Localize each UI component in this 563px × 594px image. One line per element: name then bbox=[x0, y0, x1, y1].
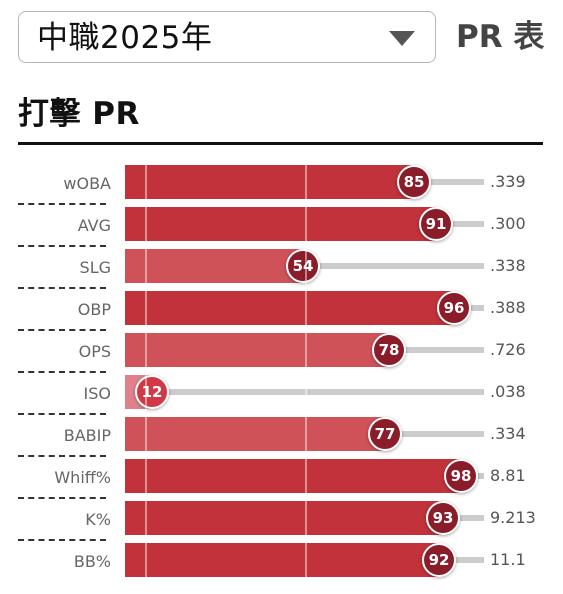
gridline bbox=[145, 163, 147, 578]
stat-value: 11.1 bbox=[490, 550, 526, 569]
pr-bar-fill bbox=[125, 501, 443, 535]
pr-badge: 92 bbox=[422, 543, 456, 577]
pr-bar-track: 12 bbox=[125, 375, 484, 409]
season-select-value: 中職2025年 bbox=[37, 20, 213, 56]
pr-bar-fill bbox=[125, 543, 439, 577]
pr-bar-track: 92 bbox=[125, 543, 484, 577]
pr-bar-fill bbox=[125, 417, 385, 451]
pr-bar-remainder bbox=[439, 557, 484, 563]
pr-bar-remainder bbox=[303, 263, 484, 269]
stat-row-ops: OPS 78 .726 bbox=[0, 331, 563, 373]
stat-value: .038 bbox=[490, 382, 526, 401]
top-bar: 中職2025年 PR 表 bbox=[0, 0, 563, 80]
stat-label: Whiff% bbox=[54, 468, 111, 487]
pr-badge: 96 bbox=[437, 291, 471, 325]
pr-bar-fill bbox=[125, 291, 454, 325]
stat-row-avg: AVG 91 .300 bbox=[0, 205, 563, 247]
pr-bar-fill bbox=[125, 333, 389, 367]
stat-label: BB% bbox=[73, 552, 111, 571]
stat-row-babip: BABIP 77 .334 bbox=[0, 415, 563, 457]
pr-badge: 54 bbox=[286, 249, 320, 283]
stat-value: .300 bbox=[490, 214, 526, 233]
stat-row-slg: SLG 54 .338 bbox=[0, 247, 563, 289]
stat-label: BABIP bbox=[63, 426, 111, 445]
stat-value: 8.81 bbox=[490, 466, 526, 485]
pr-badge: 12 bbox=[135, 375, 169, 409]
pr-bar-remainder bbox=[414, 179, 484, 185]
stat-value: .388 bbox=[490, 298, 526, 317]
pr-bar-remainder bbox=[436, 221, 484, 227]
section-divider bbox=[18, 142, 543, 145]
view-label: PR 表 bbox=[456, 19, 545, 55]
pr-bar-fill bbox=[125, 249, 303, 283]
pr-bar-fill bbox=[125, 207, 436, 241]
row-separator bbox=[18, 371, 106, 373]
pr-bar-remainder bbox=[152, 389, 484, 395]
row-separator bbox=[18, 203, 106, 205]
row-separator bbox=[18, 329, 106, 331]
season-select[interactable]: 中職2025年 bbox=[18, 11, 436, 63]
row-separator bbox=[18, 245, 106, 247]
pr-bar-track: 93 bbox=[125, 501, 484, 535]
pr-badge: 91 bbox=[419, 207, 453, 241]
stat-value: .334 bbox=[490, 424, 526, 443]
stat-label: wOBA bbox=[63, 174, 111, 193]
pr-bar-track: 54 bbox=[125, 249, 484, 283]
pr-badge: 85 bbox=[397, 165, 431, 199]
pr-bar-remainder bbox=[389, 347, 484, 353]
row-separator bbox=[18, 287, 106, 289]
row-separator bbox=[18, 413, 106, 415]
stat-label: SLG bbox=[79, 258, 111, 277]
stat-row-iso: ISO 12 .038 bbox=[0, 373, 563, 415]
pr-bar-track: 98 bbox=[125, 459, 484, 493]
row-separator bbox=[18, 455, 106, 457]
pr-badge: 77 bbox=[368, 417, 402, 451]
row-separator bbox=[18, 539, 106, 541]
pr-bar-track: 78 bbox=[125, 333, 484, 367]
stat-row-bb-pct: BB% 92 11.1 bbox=[0, 541, 563, 583]
stat-label: K% bbox=[85, 510, 111, 529]
pr-bar-fill bbox=[125, 459, 461, 493]
stat-label: OPS bbox=[78, 342, 111, 361]
stat-row-whiff-pct: Whiff% 98 8.81 bbox=[0, 457, 563, 499]
pr-bar-track: 96 bbox=[125, 291, 484, 325]
stat-row-k-pct: K% 93 9.213 bbox=[0, 499, 563, 541]
section-title: 打擊 PR bbox=[18, 96, 140, 132]
stat-row-woba: wOBA 85 .339 bbox=[0, 163, 563, 205]
stat-value: .339 bbox=[490, 172, 526, 191]
pr-bar-track: 85 bbox=[125, 165, 484, 199]
row-separator bbox=[18, 497, 106, 499]
stat-label: ISO bbox=[83, 384, 111, 403]
chevron-down-icon bbox=[389, 31, 415, 46]
stat-value: 9.213 bbox=[490, 508, 536, 527]
pr-badge: 93 bbox=[426, 501, 460, 535]
stat-value: .726 bbox=[490, 340, 526, 359]
stat-label: AVG bbox=[77, 216, 111, 235]
stat-row-obp: OBP 96 .388 bbox=[0, 289, 563, 331]
pr-bar-fill bbox=[125, 165, 414, 199]
stat-label: OBP bbox=[77, 300, 111, 319]
pr-bar-remainder bbox=[443, 515, 484, 521]
gridline bbox=[305, 163, 307, 578]
pr-bar-track: 77 bbox=[125, 417, 484, 451]
pr-badge: 78 bbox=[372, 333, 406, 367]
pr-badge: 98 bbox=[444, 459, 478, 493]
pr-bar-remainder bbox=[385, 431, 484, 437]
pr-bar-track: 91 bbox=[125, 207, 484, 241]
stat-value: .338 bbox=[490, 256, 526, 275]
